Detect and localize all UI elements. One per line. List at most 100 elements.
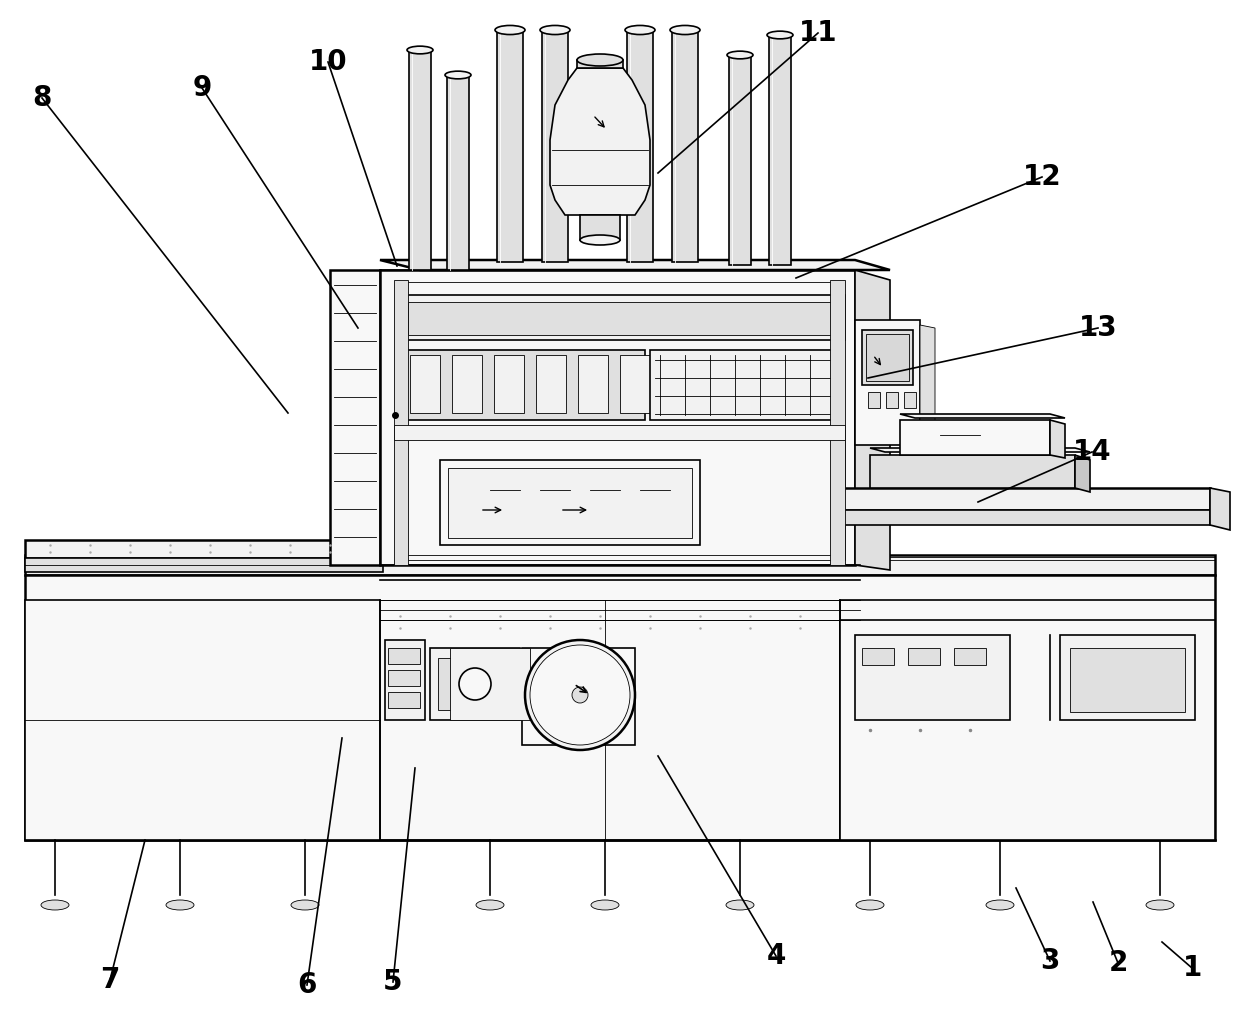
- Polygon shape: [830, 280, 845, 565]
- Ellipse shape: [540, 26, 570, 35]
- Polygon shape: [440, 460, 700, 545]
- Polygon shape: [494, 355, 524, 413]
- Ellipse shape: [291, 900, 318, 909]
- Text: 3: 3: [1041, 947, 1059, 975]
- Circle shape: [572, 687, 589, 703]
- Polygon shape: [840, 488, 1211, 510]
- Polygon shape: [870, 448, 1090, 452]
- Polygon shape: [450, 648, 530, 720]
- Ellipse shape: [580, 235, 620, 245]
- Polygon shape: [388, 670, 420, 686]
- Polygon shape: [908, 648, 940, 665]
- Ellipse shape: [624, 26, 655, 35]
- Polygon shape: [550, 68, 650, 215]
- Polygon shape: [900, 414, 1066, 418]
- Polygon shape: [1070, 648, 1184, 712]
- Polygon shape: [650, 350, 840, 420]
- Ellipse shape: [670, 26, 700, 35]
- Polygon shape: [769, 35, 790, 265]
- Ellipse shape: [476, 900, 504, 909]
- Polygon shape: [855, 320, 921, 445]
- Text: 9: 9: [192, 74, 212, 102]
- Polygon shape: [388, 648, 420, 664]
- Polygon shape: [840, 620, 1215, 840]
- Polygon shape: [840, 510, 1211, 525]
- Polygon shape: [410, 355, 440, 413]
- Circle shape: [530, 645, 629, 745]
- Ellipse shape: [591, 900, 620, 909]
- Polygon shape: [452, 355, 482, 413]
- Polygon shape: [388, 692, 420, 708]
- Text: 7: 7: [100, 966, 120, 994]
- Text: 11: 11: [799, 19, 838, 47]
- Polygon shape: [954, 648, 986, 665]
- Polygon shape: [400, 350, 646, 420]
- Ellipse shape: [726, 900, 755, 909]
- Polygon shape: [577, 60, 623, 68]
- Ellipse shape: [166, 900, 195, 909]
- Polygon shape: [408, 302, 838, 335]
- Polygon shape: [886, 392, 898, 408]
- Polygon shape: [25, 558, 383, 572]
- Polygon shape: [862, 330, 913, 385]
- Text: 6: 6: [297, 971, 317, 999]
- Ellipse shape: [445, 71, 471, 79]
- Ellipse shape: [577, 54, 623, 66]
- Polygon shape: [1075, 455, 1090, 492]
- Polygon shape: [672, 30, 698, 262]
- Polygon shape: [439, 658, 512, 710]
- Polygon shape: [497, 30, 523, 262]
- Polygon shape: [729, 55, 751, 265]
- Polygon shape: [1061, 636, 1194, 720]
- Ellipse shape: [1146, 900, 1175, 909]
- Polygon shape: [430, 648, 520, 720]
- Polygon shape: [862, 648, 895, 665]
- Ellipse shape: [41, 900, 69, 909]
- Ellipse shape: [986, 900, 1014, 909]
- Text: 2: 2: [1109, 949, 1127, 977]
- Polygon shape: [25, 540, 383, 558]
- Text: 1: 1: [1182, 954, 1202, 982]
- Text: 13: 13: [1079, 314, 1118, 342]
- Polygon shape: [904, 392, 916, 408]
- Ellipse shape: [856, 900, 883, 909]
- Polygon shape: [383, 540, 400, 558]
- Polygon shape: [580, 215, 620, 240]
- Polygon shape: [380, 260, 890, 270]
- Ellipse shape: [496, 26, 525, 35]
- Polygon shape: [840, 600, 1215, 840]
- Polygon shape: [447, 75, 470, 270]
- Polygon shape: [385, 640, 425, 720]
- Polygon shape: [394, 425, 845, 440]
- Text: 12: 12: [1022, 163, 1062, 191]
- Polygon shape: [25, 575, 1215, 840]
- Polygon shape: [380, 270, 855, 290]
- Polygon shape: [25, 555, 1215, 575]
- Text: 14: 14: [1073, 438, 1111, 466]
- Polygon shape: [855, 270, 890, 570]
- Polygon shape: [579, 355, 608, 413]
- Ellipse shape: [406, 46, 432, 54]
- Circle shape: [458, 668, 491, 700]
- Polygon shape: [627, 30, 653, 262]
- Polygon shape: [536, 355, 566, 413]
- Polygon shape: [869, 392, 880, 408]
- Ellipse shape: [727, 52, 753, 59]
- Polygon shape: [900, 420, 1049, 455]
- Polygon shape: [394, 280, 408, 565]
- Polygon shape: [409, 50, 431, 270]
- Polygon shape: [855, 636, 1010, 720]
- Polygon shape: [380, 270, 855, 565]
- Text: 4: 4: [766, 942, 786, 970]
- Polygon shape: [1049, 420, 1066, 458]
- Circle shape: [525, 640, 636, 750]
- Polygon shape: [870, 455, 1075, 488]
- Polygon shape: [330, 270, 380, 565]
- Polygon shape: [1211, 488, 1230, 530]
- Polygon shape: [449, 468, 693, 538]
- Polygon shape: [921, 325, 935, 448]
- Text: 8: 8: [32, 84, 52, 112]
- Text: 5: 5: [383, 968, 403, 996]
- Polygon shape: [866, 334, 909, 381]
- Polygon shape: [620, 355, 650, 413]
